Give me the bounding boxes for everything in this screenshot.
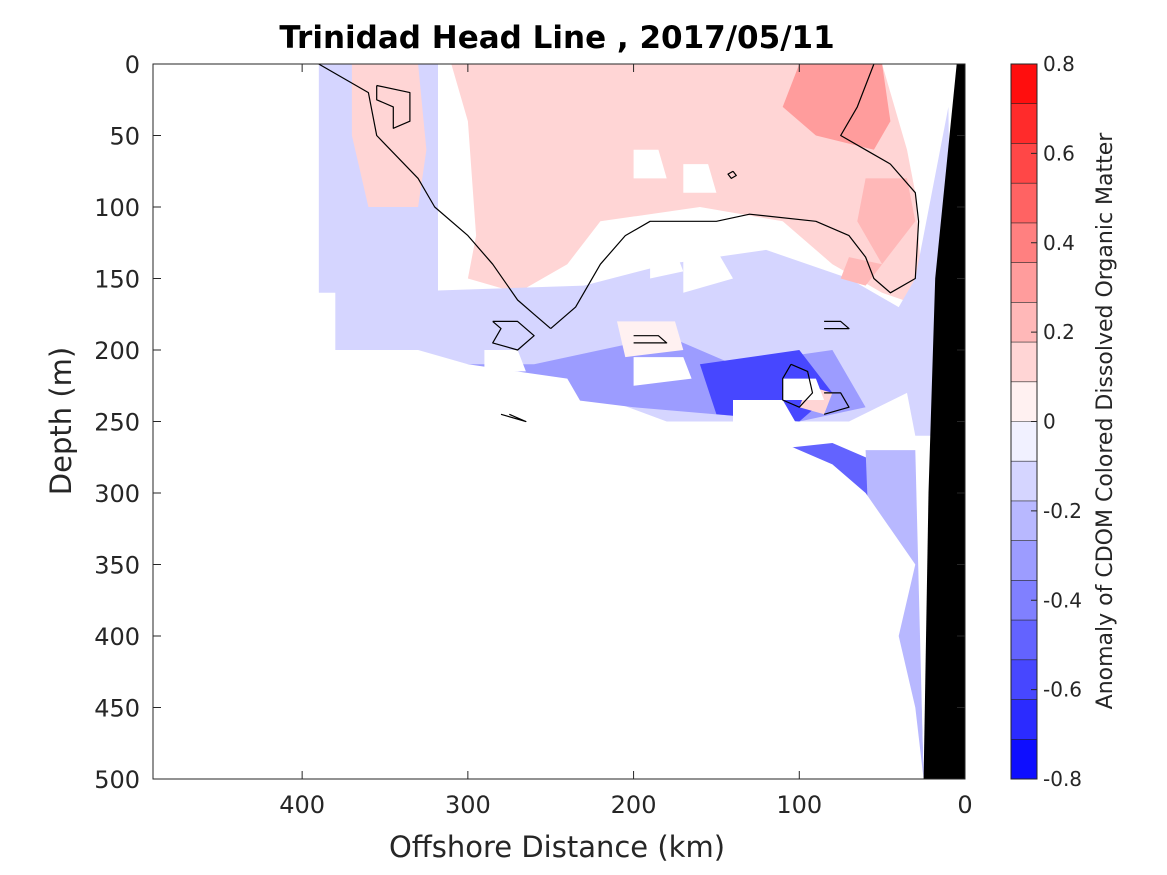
colorbar-segment xyxy=(1011,302,1037,343)
y-tick-label: 0 xyxy=(125,51,140,79)
colorbar-segment xyxy=(1011,421,1037,462)
y-tick-label: 200 xyxy=(94,337,140,365)
colorbar-segment xyxy=(1011,461,1037,502)
zero-contour-line xyxy=(376,84,411,129)
colorbar-segment xyxy=(1011,500,1037,541)
colorbar-segment xyxy=(1011,659,1037,700)
colorbar-segment xyxy=(1011,64,1037,105)
anomaly-region xyxy=(857,178,916,265)
colorbar-segment xyxy=(1011,183,1037,224)
no-data-region xyxy=(683,249,733,293)
anomaly-region xyxy=(782,64,891,150)
y-tick-label: 300 xyxy=(94,480,140,508)
no-data-region xyxy=(186,64,924,779)
x-axis-label: Offshore Distance (km) xyxy=(389,830,725,864)
y-tick-label: 350 xyxy=(94,552,140,580)
no-data-region xyxy=(782,693,866,765)
x-tick-label: 400 xyxy=(279,791,325,819)
x-tick-label: 100 xyxy=(776,791,822,819)
y-axis: 0 50 100 150 200 250 300 350 400 450 500 xyxy=(94,51,965,794)
no-data-region xyxy=(782,378,825,400)
colorbar-label: Anomaly of CDOM Colored Dissolved Organi… xyxy=(1093,132,1118,710)
no-data-region xyxy=(782,493,849,565)
anomaly-region xyxy=(617,321,684,358)
colorbar-segment xyxy=(1011,262,1037,303)
colorbar-tick-label: 0.8 xyxy=(1043,52,1075,76)
colorbar-segment xyxy=(1011,143,1037,184)
no-data-region xyxy=(633,357,692,386)
chart-title: Trinidad Head Line , 2017/05/11 xyxy=(279,20,834,56)
zero-contour-line xyxy=(823,392,850,415)
colorbar-tick-label: -0.6 xyxy=(1043,678,1082,702)
y-tick-label: 100 xyxy=(94,194,140,222)
colorbar-tick-label: -0.8 xyxy=(1043,767,1082,791)
y-tick-label: 250 xyxy=(94,409,140,437)
x-tick-label: 0 xyxy=(957,791,972,819)
y-tick-label: 400 xyxy=(94,623,140,651)
no-data-region xyxy=(484,350,526,372)
zero-contour-line xyxy=(727,170,737,179)
no-data-region xyxy=(733,400,800,436)
zero-contour-layer xyxy=(318,64,920,423)
bathymetry-layer xyxy=(923,64,965,779)
no-data-region xyxy=(683,164,717,193)
colorbar-segment xyxy=(1011,381,1037,422)
y-tick-label: 450 xyxy=(94,695,140,723)
zero-contour-line xyxy=(500,413,527,423)
colorbar-segment xyxy=(1011,342,1037,383)
anomaly-region xyxy=(840,257,883,286)
y-tick-label: 50 xyxy=(109,123,140,151)
colorbar-tick-label: 0.6 xyxy=(1043,141,1075,165)
x-tick-label: 300 xyxy=(445,791,491,819)
no-data-region xyxy=(799,593,866,665)
colorbar-tick-label: -0.4 xyxy=(1043,588,1082,612)
no-data-region xyxy=(650,249,684,279)
colorbar-segment xyxy=(1011,699,1037,740)
colorbar-tick-label: 0.2 xyxy=(1043,320,1075,344)
zero-contour-line xyxy=(824,320,850,330)
y-tick-label: 150 xyxy=(94,266,140,294)
colorbar-segment xyxy=(1011,540,1037,581)
x-tick-label: 200 xyxy=(611,791,657,819)
zero-contour-line xyxy=(550,64,920,330)
colorbar-segment xyxy=(1011,739,1037,780)
seafloor-bathymetry xyxy=(923,64,965,779)
zero-contour-line xyxy=(633,335,668,344)
zero-contour-line xyxy=(318,64,552,330)
anomaly-region xyxy=(351,64,427,207)
colorbar-tick-label: 0 xyxy=(1043,410,1056,434)
colorbar-segment xyxy=(1011,620,1037,661)
y-tick-label: 500 xyxy=(94,766,140,794)
no-data-region xyxy=(633,149,667,179)
colorbar-tick-label: -0.2 xyxy=(1043,499,1082,523)
colorbar-tick-label: 0.4 xyxy=(1043,231,1075,255)
zero-contour-line xyxy=(782,363,814,408)
no-data-mask-layer xyxy=(186,64,924,779)
colorbar-segment xyxy=(1011,103,1037,144)
x-axis: 400 300 200 100 0 xyxy=(279,64,973,819)
y-axis-label: Depth (m) xyxy=(44,347,78,495)
plot-area xyxy=(153,64,965,779)
zero-contour-line xyxy=(492,320,535,351)
colorbar: 0.8 0.6 0.4 0.2 0 -0.2 -0.4 -0.6 -0.8 xyxy=(1010,52,1082,791)
